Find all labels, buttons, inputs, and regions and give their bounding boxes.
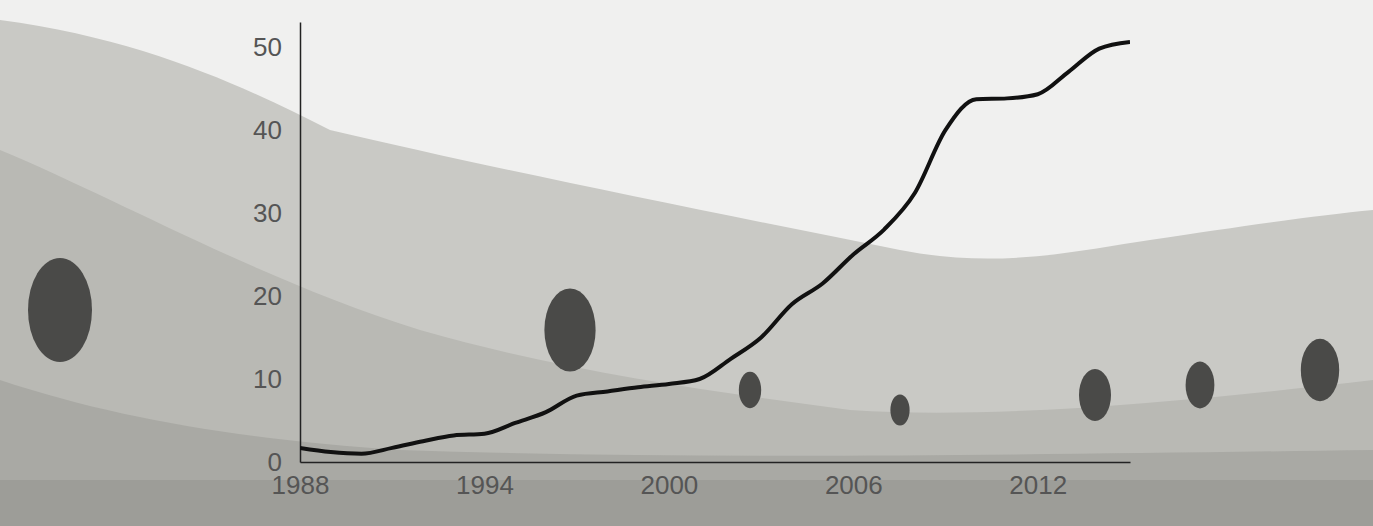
- y-tick-label: 30: [253, 198, 282, 228]
- x-tick-label: 2006: [825, 470, 883, 500]
- x-tick-label: 1994: [456, 470, 514, 500]
- y-tick-label: 20: [253, 281, 282, 311]
- x-tick-label: 2012: [1009, 470, 1067, 500]
- y-tick: 40: [253, 115, 300, 145]
- x-tick: 2012: [1009, 462, 1067, 500]
- plot-area: [300, 42, 1130, 454]
- x-tick: 1988: [272, 462, 330, 500]
- y-tick: 10: [253, 364, 300, 394]
- x-axis: 1988 1994 2000 2006 2012: [272, 462, 1131, 500]
- y-axis: 01020304050: [253, 23, 300, 477]
- x-tick-label: 2000: [640, 470, 698, 500]
- background: [0, 0, 1373, 526]
- y-tick-label: 40: [253, 115, 282, 145]
- data-line: [300, 42, 1130, 454]
- y-tick: 20: [253, 281, 300, 311]
- hill: [0, 20, 1373, 526]
- x-tick-label: 1988: [272, 470, 330, 500]
- tree: [28, 258, 92, 362]
- y-axis-line: [300, 23, 302, 463]
- x-tick: 1994: [456, 462, 514, 500]
- x-axis-line: [301, 462, 1131, 464]
- sky: [0, 0, 1373, 526]
- y-tick: 30: [253, 198, 300, 228]
- y-tick-label: 10: [253, 364, 282, 394]
- tree: [890, 394, 909, 425]
- hill: [0, 380, 1373, 526]
- tree: [1186, 362, 1215, 409]
- y-tick-label: 50: [253, 32, 282, 62]
- x-tick: 2006: [825, 462, 883, 500]
- tree: [1301, 339, 1339, 401]
- y-tick: 50: [253, 32, 300, 62]
- tree: [739, 372, 761, 408]
- hill: [0, 150, 1373, 526]
- chart: 0102030405019881994200020062012: [0, 0, 1373, 526]
- x-tick: 2000: [640, 462, 698, 500]
- tree: [544, 288, 595, 371]
- tree: [1079, 369, 1111, 421]
